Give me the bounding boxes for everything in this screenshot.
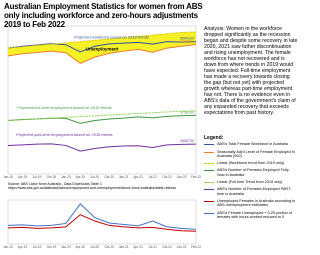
- source-line: Source: ABS Labor force Australia - Data…: [8, 182, 102, 186]
- legend-label: Linear (Workforce trend from 2019 only): [217, 161, 285, 166]
- plot-area: [7, 199, 197, 245]
- x-tick-label: Oct-19: [47, 245, 57, 249]
- legend-entry: ABS's Female Unemployed + 0.25 portion o…: [204, 211, 298, 220]
- x-tick-label: Jan-19: [3, 245, 13, 249]
- series-line: [7, 110, 197, 122]
- legend-label: ABS's Number of Females Employed PART-ti…: [217, 187, 292, 196]
- legend-label: Seasonally Adj'd Level of Female Employe…: [217, 149, 295, 158]
- legend-entry: Linear (Full time Trend from 2019 only): [204, 180, 298, 184]
- x-tick-label: Jul-19: [33, 175, 42, 179]
- x-tick-label: Feb-22: [191, 175, 201, 179]
- legend-swatch: [204, 144, 214, 146]
- x-tick-label: Jan-19: [3, 175, 13, 179]
- legend-label: ABS's Number of Females Employed Fully. …: [217, 168, 290, 177]
- legend-entry: Linear (Workforce trend from 2019 only): [204, 161, 298, 165]
- series-line: [7, 203, 197, 230]
- x-tick-label: Apr-21: [133, 175, 143, 179]
- x-tick-label: Jan-22: [177, 245, 187, 249]
- x-tick-label: Oct-21: [162, 245, 172, 249]
- series-line: [7, 31, 197, 49]
- x-tick-label: Apr-20: [76, 175, 86, 179]
- source: Source: ABS Labor force Australia - Data…: [8, 182, 198, 190]
- x-tick-label: Jan-21: [119, 245, 129, 249]
- series-line: [7, 143, 197, 152]
- legend-label: ABS's Female Unemployed + 0.25 portion o…: [217, 210, 292, 219]
- series-line: [7, 214, 197, 232]
- charts: Jan-19 Apr-19 Jul-19 Oct-19 Jan-20 Apr-20 Jul-…: [3, 25, 201, 249]
- series-line: [7, 41, 197, 53]
- analysis: Analysis: Women in the workforce dropped…: [204, 26, 298, 116]
- x-tick-label: Jul-21: [148, 175, 157, 179]
- x-tick-label: Jul-20: [90, 175, 99, 179]
- x-tick-label: Oct-21: [162, 175, 172, 179]
- title: Australian Employment Statistics for wom…: [4, 2, 203, 29]
- annotation: Projected part-time employment based on …: [16, 132, 113, 137]
- source-line: https://www.abs.gov.au/statistics/labour…: [8, 186, 177, 191]
- legend-label: ABS's Total Female Workforce in Australi…: [217, 142, 288, 147]
- x-tick-label: Jul-20: [90, 245, 99, 249]
- x-tick-label: Jul-21: [148, 245, 157, 249]
- legend-entry: ABS's Number of Females Employed Fully. …: [204, 168, 298, 177]
- x-tick-label: Jul-19: [33, 245, 42, 249]
- x-tick-label: Feb-22: [191, 245, 201, 249]
- annotation: Projected full-time employment based on …: [17, 105, 112, 110]
- x-tick-label: Jan-20: [61, 175, 71, 179]
- legend-label: Linear (Full time Trend from 2019 only): [217, 180, 283, 185]
- end-label: 3756300: [180, 110, 194, 114]
- x-tick-label: Apr-19: [18, 175, 28, 179]
- legend-swatch: [204, 189, 214, 191]
- legend-swatch: [204, 200, 214, 202]
- x-tick-label: Apr-20: [76, 245, 86, 249]
- series-line: [7, 44, 197, 64]
- x-tick-label: Jan-20: [61, 245, 71, 249]
- legend-swatch: [204, 151, 214, 153]
- x-tick-label: Oct-20: [104, 175, 114, 179]
- x-tick-label: Jan-22: [177, 175, 187, 179]
- legend-entry: ABS's Number of Females Employed PART-ti…: [204, 187, 298, 196]
- legend-title: Legend:: [204, 135, 224, 141]
- legend-label: Unemployed Females in Australia accordin…: [217, 198, 296, 208]
- x-tick-label: Jan-21: [119, 175, 129, 179]
- annotation: Projected workforce based on 2019 trends: [74, 35, 149, 40]
- legend-entry: ABS's Total Female Workforce in Australi…: [204, 142, 298, 146]
- legend-swatch: [204, 170, 214, 172]
- end-label: 2650700: [180, 139, 194, 143]
- legend-swatch: [204, 212, 214, 214]
- legend-swatch: [204, 182, 214, 184]
- x-tick-label: Apr-21: [133, 245, 143, 249]
- legend: Legend: ABS's Total Female Workforce in …: [204, 135, 298, 222]
- end-label: 6594100: [180, 37, 194, 41]
- x-tick-label: Oct-19: [47, 175, 57, 179]
- page: Jan-19 Apr-19 Jul-19 Oct-19 Jan-20 Apr-20 Jul-…: [3, 2, 298, 249]
- x-tick-label: Oct-20: [104, 245, 114, 249]
- legend-entry: Unemployed Females in Australia accordin…: [204, 199, 298, 208]
- gap-area: [8, 31, 196, 64]
- x-tick-label: Apr-19: [18, 245, 28, 249]
- end-label: 6487061: [180, 39, 194, 43]
- annotation: Unemployment: [86, 47, 119, 52]
- legend-entry: Seasonally Adj'd Level of Female Employe…: [204, 150, 298, 159]
- legend-swatch: [204, 163, 214, 165]
